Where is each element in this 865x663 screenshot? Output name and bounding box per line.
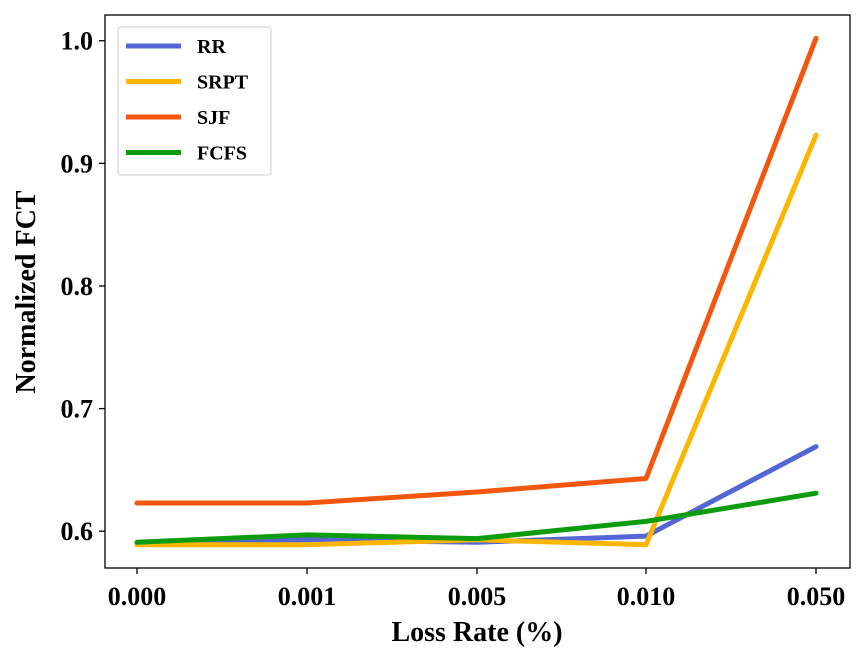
legend-label-fcfs: FCFS: [197, 143, 247, 165]
series-line-fcfs: [134, 490, 819, 545]
y-tick-label: 0.7: [61, 395, 94, 424]
x-tick-label: 0.005: [448, 582, 507, 611]
x-tick-label: 0.000: [108, 582, 167, 611]
x-tick-label: 0.050: [787, 582, 846, 611]
legend-label-srpt: SRPT: [197, 72, 249, 94]
legend-label-rr: RR: [197, 36, 226, 58]
x-axis: 0.000 0.001 0.005 0.010 0.050: [108, 568, 846, 611]
y-tick-label: 1.0: [61, 27, 94, 56]
x-axis-title: Loss Rate (%): [391, 617, 562, 648]
series-line-sjf: [134, 35, 819, 506]
x-tick-label: 0.001: [278, 582, 337, 611]
legend-frame: [117, 26, 272, 176]
x-tick-label: 0.010: [617, 582, 676, 611]
y-axis-title: Normalized FCT: [11, 190, 42, 393]
legend: RR SRPT SJF FCFS: [117, 26, 272, 176]
legend-label-sjf: SJF: [197, 107, 230, 129]
y-tick-label: 0.8: [61, 272, 94, 301]
y-axis: 0.6 0.7 0.8 0.9 1.0: [61, 27, 105, 546]
y-tick-label: 0.9: [61, 149, 94, 178]
y-tick-label: 0.6: [61, 517, 94, 546]
series-layer: [134, 35, 819, 548]
